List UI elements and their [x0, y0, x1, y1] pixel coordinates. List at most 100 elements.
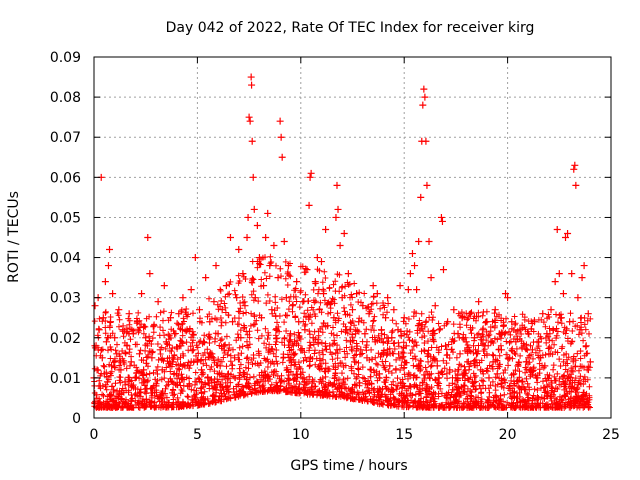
- data-point: [181, 362, 189, 370]
- x-tick-label: 5: [193, 427, 202, 443]
- data-point: [326, 342, 334, 350]
- data-point: [286, 330, 294, 338]
- data-point: [495, 330, 503, 338]
- data-point: [241, 302, 249, 310]
- data-point: [551, 278, 559, 286]
- data-point: [156, 346, 164, 354]
- data-point: [473, 350, 481, 358]
- data-point: [479, 326, 487, 334]
- data-point: [471, 334, 479, 342]
- data-point: [222, 282, 230, 290]
- data-point: [250, 205, 258, 213]
- data-point: [402, 342, 410, 350]
- data-point: [553, 225, 561, 233]
- data-point: [580, 262, 588, 270]
- data-point: [497, 346, 505, 354]
- data-point: [244, 213, 252, 221]
- data-point: [195, 306, 203, 314]
- data-point: [135, 350, 143, 358]
- data-point: [150, 322, 158, 330]
- data-point: [444, 318, 452, 326]
- data-point: [311, 278, 319, 286]
- data-point: [408, 250, 416, 258]
- data-point: [91, 302, 99, 310]
- data-point: [367, 366, 375, 374]
- y-tick-label: 0.04: [50, 251, 81, 267]
- data-point: [146, 270, 154, 278]
- data-point: [502, 290, 510, 298]
- data-point: [353, 290, 361, 298]
- data-point: [442, 342, 450, 350]
- data-point: [179, 294, 187, 302]
- data-point: [452, 374, 460, 382]
- x-tick-label: 20: [499, 427, 517, 443]
- data-point: [557, 314, 565, 322]
- data-point: [177, 342, 185, 350]
- data-point: [142, 334, 150, 342]
- data-point: [510, 370, 518, 378]
- data-point: [322, 225, 330, 233]
- data-point: [243, 234, 251, 241]
- data-point: [212, 262, 220, 270]
- data-point: [421, 93, 429, 101]
- data-point: [396, 282, 404, 290]
- data-point: [152, 382, 160, 390]
- data-point: [200, 338, 208, 346]
- data-point: [185, 382, 193, 390]
- data-point: [101, 278, 109, 286]
- data-point: [333, 181, 341, 189]
- data-point: [278, 153, 286, 161]
- data-point: [562, 234, 570, 241]
- data-point: [233, 294, 241, 302]
- data-point: [477, 366, 485, 374]
- data-point: [133, 318, 141, 326]
- data-point: [138, 290, 146, 298]
- data-point: [384, 294, 392, 302]
- data-point: [419, 101, 427, 109]
- data-point: [530, 318, 538, 326]
- data-point: [245, 113, 253, 121]
- data-point: [248, 137, 256, 145]
- data-point: [559, 290, 567, 298]
- data-point: [131, 374, 139, 382]
- data-point: [144, 234, 152, 241]
- data-point: [173, 370, 181, 378]
- data-point: [417, 193, 425, 201]
- data-point: [266, 262, 274, 270]
- data-point: [218, 306, 226, 314]
- data-point: [125, 310, 133, 318]
- data-point: [301, 326, 309, 334]
- data-point: [404, 286, 412, 294]
- data-point: [220, 342, 228, 350]
- data-point: [394, 326, 402, 334]
- data-point: [303, 266, 311, 274]
- data-point: [255, 254, 263, 262]
- data-point: [369, 282, 377, 290]
- data-point: [193, 358, 201, 366]
- data-point: [487, 338, 495, 346]
- y-tick-label: 0.01: [50, 371, 81, 387]
- data-point: [533, 374, 541, 382]
- data-point: [264, 209, 272, 217]
- plot-frame: [93, 56, 612, 419]
- data-point: [448, 338, 456, 346]
- data-point: [423, 181, 431, 189]
- data-point: [475, 298, 483, 306]
- data-point: [102, 338, 110, 346]
- data-point: [109, 290, 117, 298]
- y-tick-label: 0.08: [50, 90, 81, 106]
- data-point: [291, 338, 299, 346]
- data-point: [297, 346, 305, 354]
- data-point: [491, 306, 499, 314]
- data-point: [390, 306, 398, 314]
- data-point: [438, 217, 446, 225]
- data-point: [429, 330, 437, 338]
- data-point: [95, 326, 103, 334]
- data-point: [338, 294, 346, 302]
- data-point: [100, 370, 108, 378]
- data-point: [270, 242, 278, 250]
- data-point: [522, 358, 530, 366]
- data-point: [231, 354, 239, 362]
- data-point: [570, 165, 578, 173]
- data-point: [258, 314, 266, 322]
